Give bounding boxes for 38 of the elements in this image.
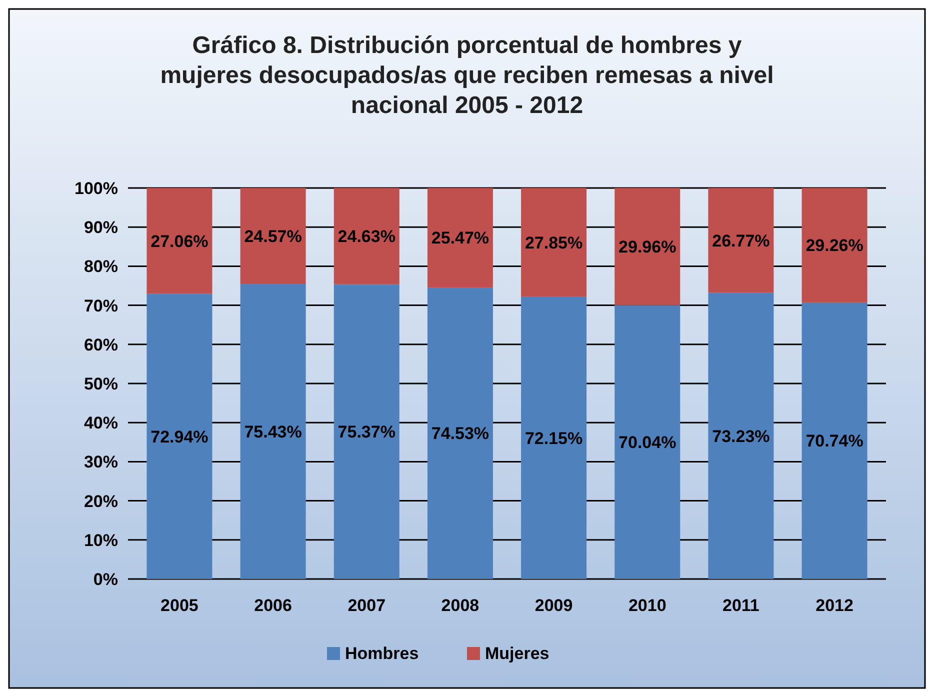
chart-title: Gráfico 8. Distribución porcentual de hombres y mujeres desocupados/as que reciben remesas a nivel nacional 2005 - 2012 bbox=[160, 32, 774, 119]
data-label: 29.26% bbox=[806, 236, 864, 256]
data-label: 25.47% bbox=[431, 228, 490, 248]
x-tick-label: 2005 bbox=[160, 596, 198, 615]
x-tick-label: 2010 bbox=[628, 596, 666, 615]
data-label: 72.94% bbox=[150, 427, 208, 446]
data-label: 75.37% bbox=[338, 422, 396, 442]
y-tick-label: 0% bbox=[93, 570, 118, 589]
y-tick-label: 10% bbox=[84, 530, 118, 550]
y-tick-label: 90% bbox=[84, 218, 118, 238]
x-tick-label: 2008 bbox=[441, 596, 480, 615]
data-label: 29.96% bbox=[618, 238, 676, 257]
data-label: 24.57% bbox=[244, 226, 302, 246]
y-tick-label: 80% bbox=[84, 257, 118, 276]
x-tick-label: 2007 bbox=[348, 596, 386, 615]
x-tick-label: 2009 bbox=[534, 596, 573, 615]
y-tick-label: 100% bbox=[74, 178, 118, 198]
data-label: 74.53% bbox=[431, 424, 490, 444]
data-label: 75.43% bbox=[244, 422, 302, 442]
data-label: 73.23% bbox=[712, 426, 770, 446]
y-tick-label: 40% bbox=[84, 414, 118, 433]
x-tick-label: 2012 bbox=[816, 596, 854, 615]
legend-label: Mujeres bbox=[485, 644, 550, 663]
data-label: 24.63% bbox=[338, 227, 396, 246]
data-label: 27.85% bbox=[524, 233, 583, 252]
y-tick-label: 60% bbox=[84, 335, 118, 354]
data-label: 70.04% bbox=[618, 433, 676, 452]
y-tick-label: 50% bbox=[84, 374, 118, 394]
x-tick-label: 2011 bbox=[722, 596, 760, 615]
legend-label: Hombres bbox=[345, 644, 419, 663]
x-tick-label: 2006 bbox=[254, 596, 292, 615]
data-label: 70.74% bbox=[806, 432, 864, 451]
data-label: 72.15% bbox=[524, 428, 583, 448]
data-label: 27.06% bbox=[150, 232, 208, 251]
data-label: 26.77% bbox=[712, 231, 770, 250]
y-tick-label: 70% bbox=[84, 296, 118, 316]
y-tick-label: 20% bbox=[84, 492, 118, 511]
y-tick-label: 30% bbox=[84, 452, 118, 472]
